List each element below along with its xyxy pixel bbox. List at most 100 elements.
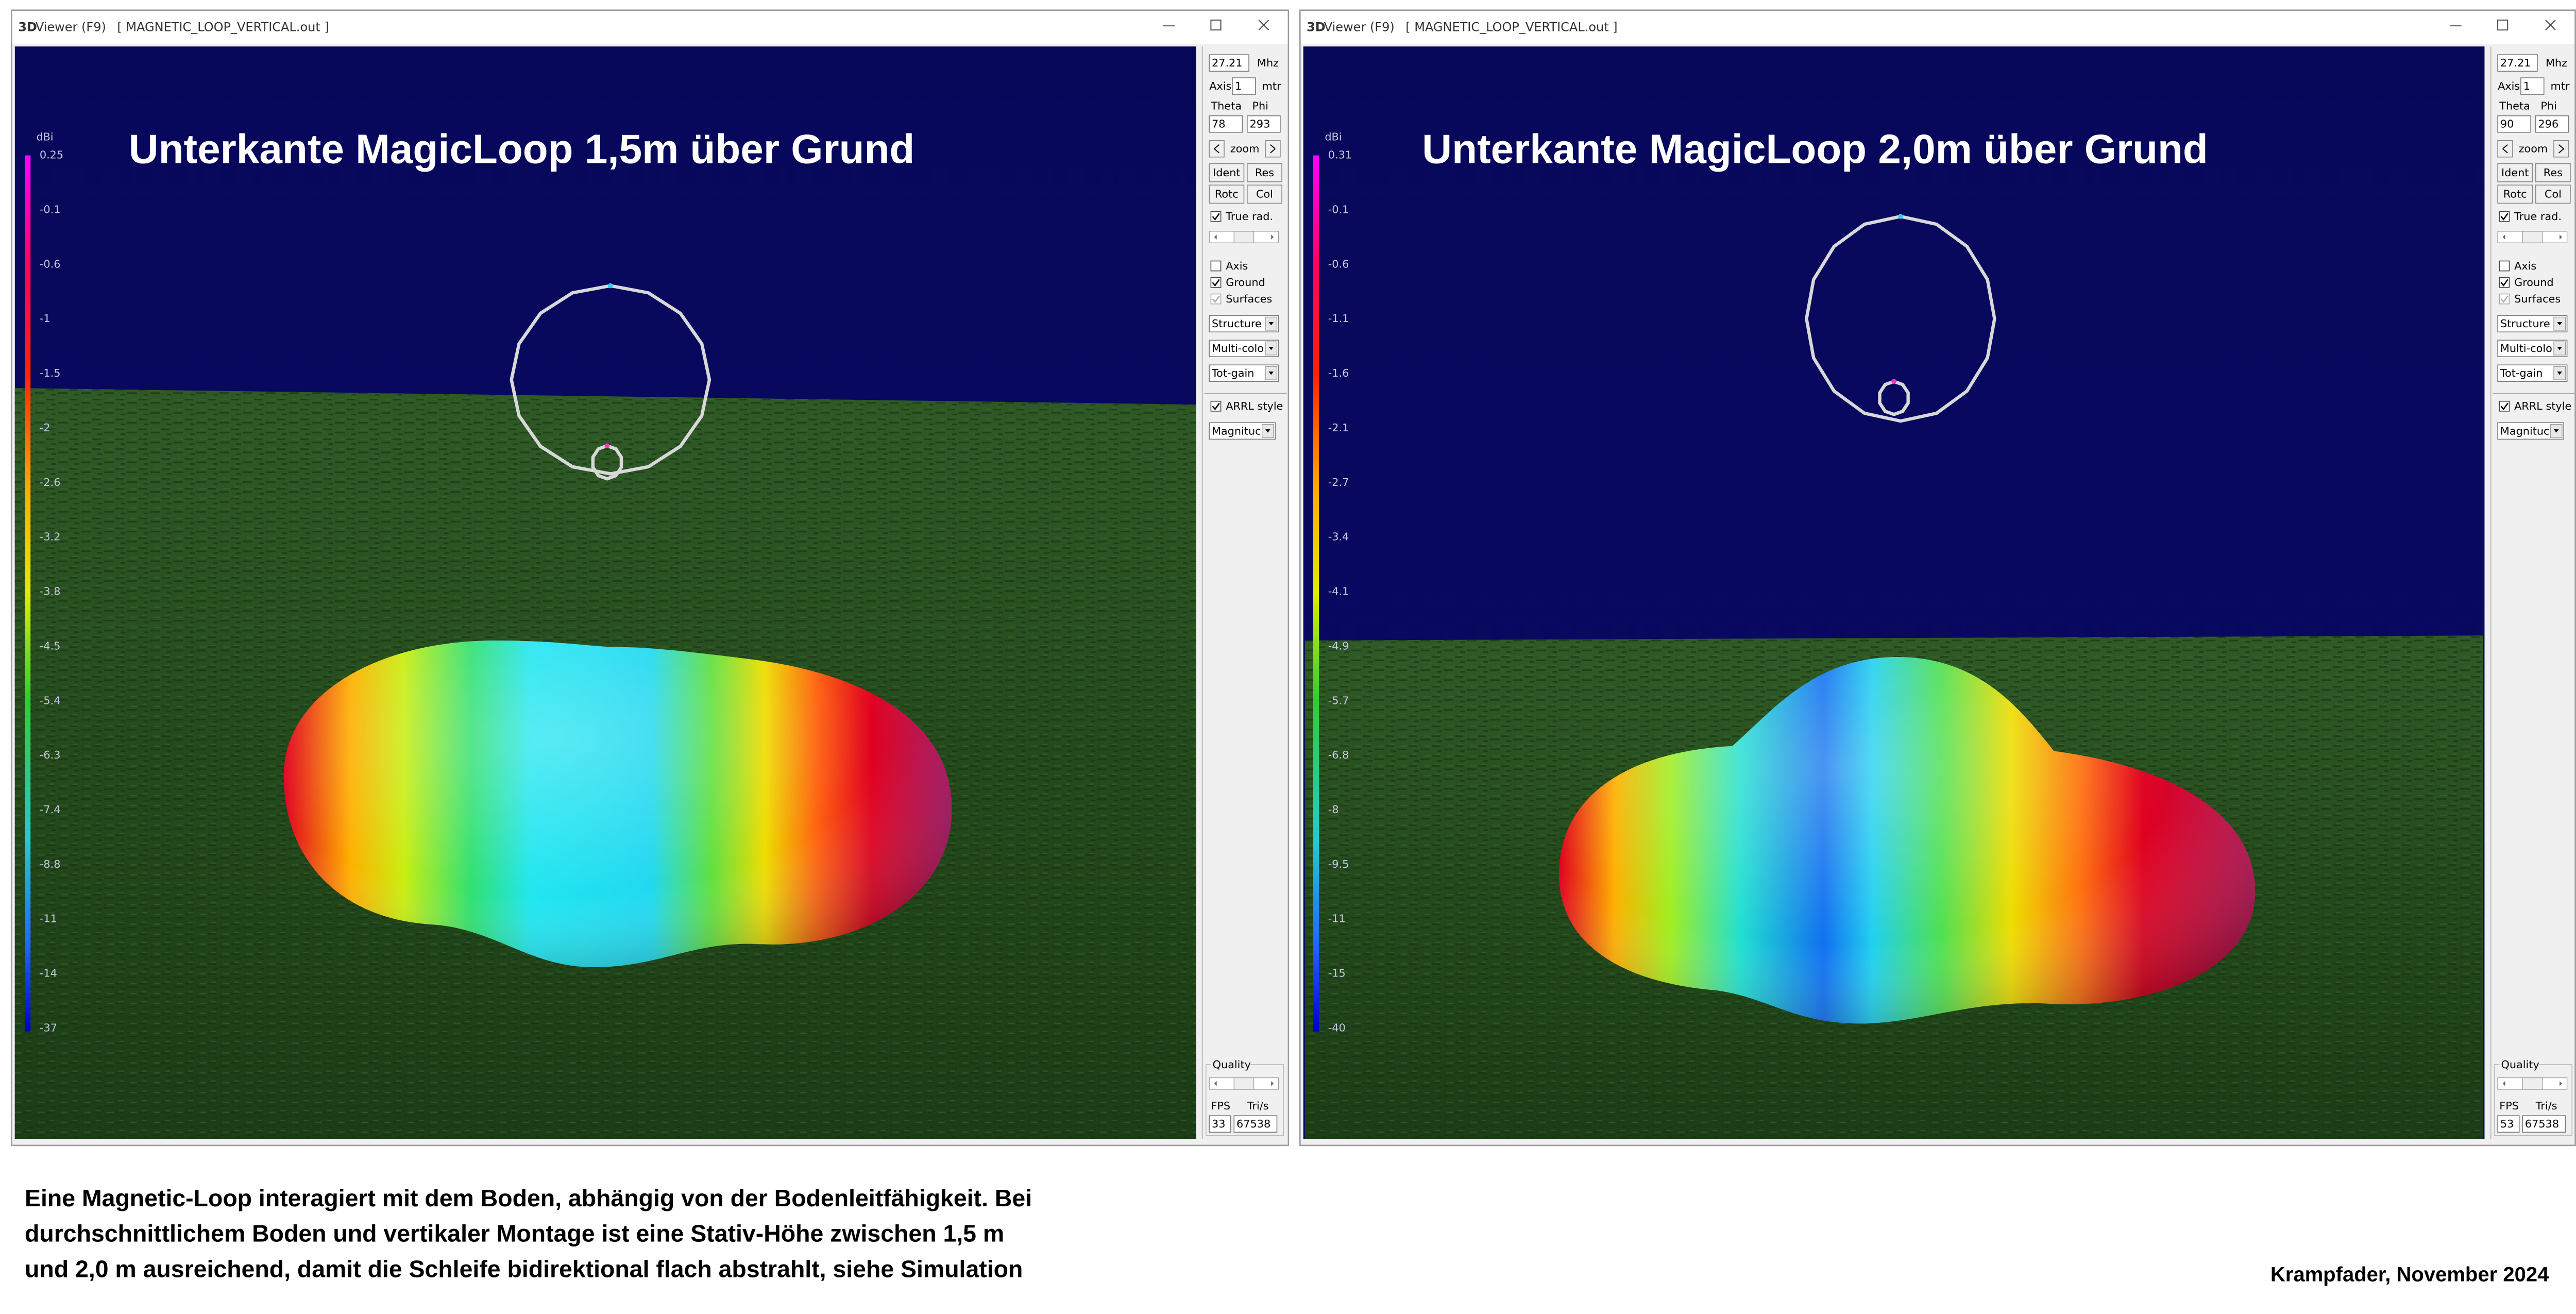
input-value: 67538: [2525, 1118, 2559, 1130]
input-value: 53: [2500, 1118, 2514, 1130]
zoom-arrow: [1270, 144, 1276, 154]
close-button[interactable]: [1258, 20, 1269, 30]
checkbox-label: Axis: [2514, 260, 2536, 272]
zoom-arrow: [1214, 144, 1220, 154]
loop-main: [1805, 214, 1996, 423]
button[interactable]: [1209, 163, 1245, 182]
quality-label-bg: [1211, 1058, 1251, 1071]
button[interactable]: [2497, 184, 2533, 204]
zoom-in-button[interactable]: [1265, 140, 1281, 158]
slider-thumb: [2522, 231, 2543, 243]
scale-label: 0.31: [1328, 149, 1352, 161]
dropdown-arrow: [2553, 429, 2559, 433]
button[interactable]: [1247, 184, 1282, 204]
checkbox[interactable]: [1210, 277, 1222, 288]
checkbox-label: ARRL style: [2514, 400, 2571, 412]
dropdown-value: Multi-colo: [1212, 342, 1264, 355]
feed-point: [1891, 379, 1896, 384]
panel-separator: [2490, 46, 2492, 1139]
button-label: Rotc: [1215, 188, 1239, 200]
close-button[interactable]: [2545, 20, 2556, 30]
button-label: Col: [1256, 188, 1273, 200]
scale-label: -37: [40, 1021, 57, 1034]
scale-label: -5.4: [40, 694, 61, 706]
check-mark: [1212, 213, 1220, 221]
scale-unit: dBi: [36, 130, 53, 143]
input-box: [1247, 115, 1281, 133]
button[interactable]: [1209, 184, 1245, 204]
zoom-in-button[interactable]: [2553, 140, 2569, 158]
input-box: [1209, 54, 1249, 72]
check-mark: [2500, 402, 2509, 411]
button[interactable]: [2535, 184, 2571, 204]
axis-label: Axis: [1209, 80, 1231, 92]
scale-label: -0.6: [40, 258, 61, 270]
checkbox[interactable]: [1210, 211, 1222, 222]
checkbox[interactable]: [1210, 293, 1222, 305]
button-label: Res: [1255, 166, 1274, 179]
scale-label: 0.25: [40, 149, 63, 161]
zoom-label: zoom: [2519, 143, 2548, 155]
axis-unit: mtr: [2551, 80, 2570, 92]
phi-label: Phi: [2540, 99, 2557, 112]
zoom-out-button[interactable]: [1209, 140, 1225, 158]
credit: Krampfader, November 2024: [2270, 1263, 2549, 1286]
dropdown-arrow: [1268, 346, 1274, 350]
check-mark: [1212, 295, 1220, 303]
scale-label: -9.5: [1328, 858, 1349, 870]
checkbox[interactable]: [1210, 400, 1222, 412]
title-app: Viewer (F9): [36, 20, 106, 34]
scale-label: -11: [40, 913, 57, 925]
input-value: 33: [1212, 1118, 1225, 1130]
slider-thumb: [2522, 1077, 2543, 1090]
title-app-bold: 3D: [1307, 20, 1326, 34]
feed-point: [1898, 214, 1903, 219]
checkbox[interactable]: [2499, 277, 2510, 288]
caption-line: Eine Magnetic-Loop interagiert mit dem B…: [25, 1185, 1032, 1211]
caption-line: und 2,0 m ausreichend, damit die Schleif…: [25, 1255, 1023, 1282]
scale-label: -7.4: [40, 803, 61, 816]
checkbox-label: Ground: [2514, 276, 2554, 289]
scale-label: -0.1: [40, 203, 61, 215]
quality-label-bg: [2499, 1058, 2539, 1071]
input-value: 27.21: [2500, 57, 2531, 69]
zoom-out-button[interactable]: [2497, 140, 2513, 158]
button-label: Rotc: [2503, 188, 2527, 200]
scale-label: -2: [40, 422, 50, 434]
input-box: [1209, 1115, 1231, 1133]
checkbox[interactable]: [2499, 400, 2510, 412]
checkbox[interactable]: [1210, 260, 1222, 272]
checkbox[interactable]: [2499, 211, 2510, 222]
dropdown-arrow: [2557, 346, 2562, 350]
input-value: 1: [2523, 80, 2530, 92]
dropdown-value: Tot-gain: [1211, 367, 1254, 379]
loop-coupling: [1878, 379, 1910, 416]
scale-label: -4.9: [1328, 639, 1349, 652]
check-mark: [1212, 402, 1220, 411]
input-value: 67538: [1236, 1118, 1270, 1130]
button[interactable]: [2497, 163, 2533, 182]
loop-main: [510, 284, 711, 476]
checkbox[interactable]: [2499, 260, 2510, 272]
zoom-arrow: [2502, 144, 2508, 154]
title-bar: [12, 11, 1288, 44]
zoom-arrow: [2558, 144, 2564, 154]
feed-point: [607, 283, 613, 289]
button[interactable]: [2535, 163, 2571, 182]
dropdown-value: Multi-colo: [2500, 342, 2552, 355]
maximize-button[interactable]: [2497, 20, 2509, 31]
theta-label: Theta: [1210, 99, 1242, 112]
input-box: [2497, 54, 2538, 72]
scale-label: -6.3: [40, 749, 61, 761]
checkbox-label: Surfaces: [2514, 293, 2561, 305]
dropdown-arrow: [1265, 429, 1270, 433]
scale-label: -0.6: [1328, 258, 1349, 270]
checkbox[interactable]: [2499, 293, 2510, 305]
zoom-label: zoom: [1230, 143, 1260, 155]
slider-thumb: [1233, 1077, 1255, 1090]
theta-label: Theta: [2499, 99, 2530, 112]
checkbox-label: Ground: [1226, 276, 1265, 289]
title-bar: [1300, 11, 2574, 44]
button[interactable]: [1247, 163, 1282, 182]
maximize-button[interactable]: [1210, 20, 1222, 31]
